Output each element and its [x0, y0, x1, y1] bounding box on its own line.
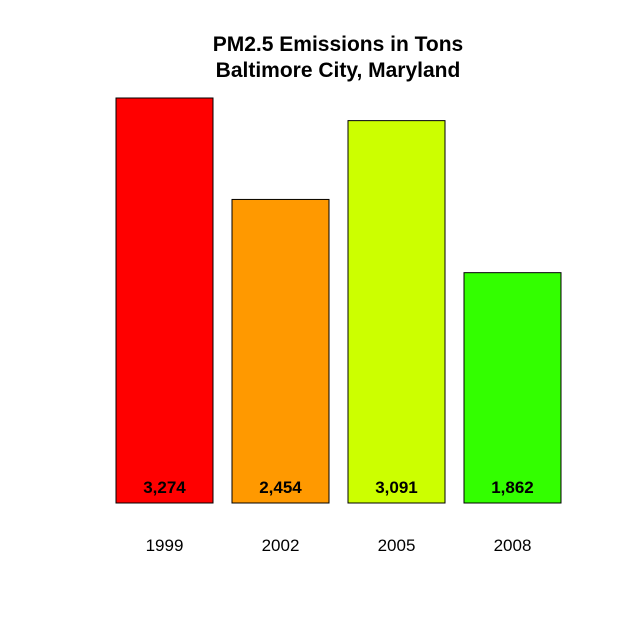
x-tick-label-2005: 2005 — [378, 536, 416, 555]
bar-value-label-2008: 1,862 — [491, 478, 534, 497]
bar-1999 — [115, 97, 214, 504]
x-tick-label-2008: 2008 — [494, 536, 532, 555]
bar-value-label-1999: 3,274 — [143, 478, 186, 497]
x-tick-label-2002: 2002 — [262, 536, 300, 555]
chart-subtitle: Baltimore City, Maryland — [216, 59, 461, 82]
bar-2008 — [463, 272, 562, 504]
chart-title: PM2.5 Emissions in Tons — [213, 33, 464, 56]
x-tick-label-1999: 1999 — [146, 536, 184, 555]
bars-group: 3,274 1999 2,454 2002 3,091 2005 1,862 2008 — [115, 97, 562, 555]
bar-value-label-2005: 3,091 — [375, 478, 418, 497]
bar-2002 — [231, 198, 330, 504]
bar-value-label-2002: 2,454 — [259, 478, 302, 497]
bar-2005 — [347, 120, 446, 504]
